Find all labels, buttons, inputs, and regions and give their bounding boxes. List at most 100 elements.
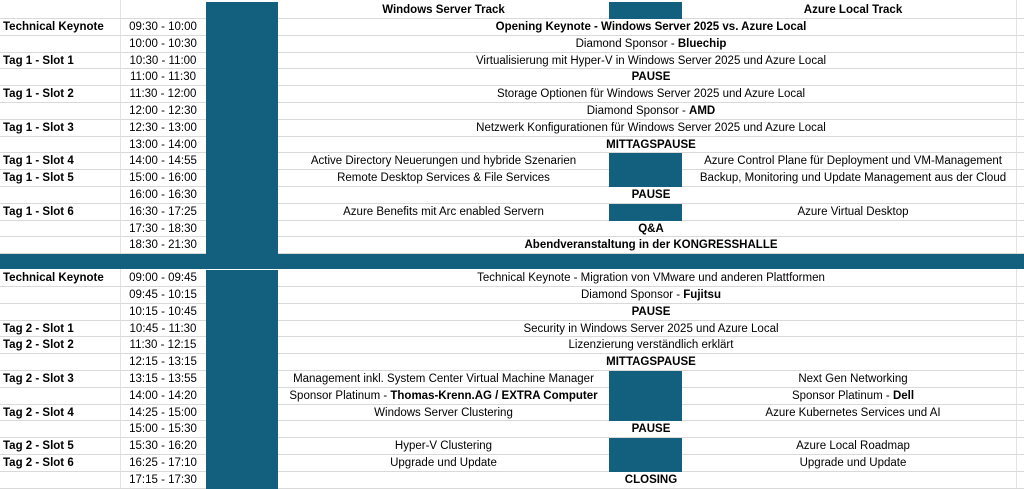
session-cell[interactable]: Diamond Sponsor - AMD [278, 103, 1024, 119]
slot-label[interactable] [3, 221, 121, 237]
windows-session-cell[interactable]: Sponsor Platinum - Thomas-Krenn.AG / EXT… [278, 388, 609, 404]
time-cell[interactable]: 12:15 - 13:15 [129, 356, 197, 369]
time-cell[interactable]: 15:00 - 16:00 [129, 172, 197, 185]
session-cell[interactable]: PAUSE [278, 69, 1024, 85]
time-cell[interactable]: 09:45 - 10:15 [129, 289, 197, 301]
slot-label[interactable] [3, 137, 121, 153]
session-cell[interactable]: PAUSE [278, 187, 1024, 203]
slot-label[interactable] [3, 187, 121, 203]
cell-text: Upgrade und Update [390, 457, 497, 469]
windows-session-cell[interactable]: Management inkl. System Center Virtual M… [278, 371, 609, 387]
time-cell[interactable]: 14:00 - 14:55 [129, 155, 197, 168]
cell-text: Virtualisierung mit Hyper-V in Windows S… [475, 54, 827, 67]
time-cell[interactable]: 10:15 - 10:45 [129, 305, 197, 318]
time-cell[interactable]: 09:30 - 10:00 [129, 21, 197, 33]
session-cell[interactable]: Diamond Sponsor - Fujitsu [278, 287, 1024, 303]
slot-label[interactable]: Tag 2 - Slot 5 [3, 440, 74, 453]
session-cell[interactable]: Storage Optionen für Windows Server 2025… [278, 86, 1024, 102]
slot-label[interactable]: Tag 2 - Slot 6 [3, 457, 74, 469]
slot-label[interactable] [3, 237, 121, 253]
time-cell[interactable]: 10:30 - 11:00 [129, 54, 197, 67]
azure-track-header[interactable]: Azure Local Track [803, 4, 903, 16]
time-cell[interactable]: 15:00 - 15:30 [129, 423, 197, 436]
time-cell[interactable]: 16:25 - 17:10 [129, 457, 197, 469]
windows-session-cell[interactable]: Hyper-V Clustering [278, 438, 609, 454]
session-cell[interactable]: PAUSE [278, 421, 1024, 437]
slot-label[interactable] [3, 354, 121, 370]
time-cell[interactable]: 15:30 - 16:20 [129, 440, 197, 453]
azure-session-cell[interactable]: Azure Local Roadmap [682, 438, 1024, 454]
session-cell[interactable]: PAUSE [278, 304, 1024, 320]
slot-label[interactable] [3, 421, 121, 437]
session-cell[interactable]: MITTAGSPAUSE [278, 354, 1024, 370]
time-cell[interactable]: 09:00 - 09:45 [129, 272, 197, 285]
time-cell[interactable]: 10:45 - 11:30 [129, 322, 197, 335]
session-cell[interactable]: MITTAGSPAUSE [278, 137, 1024, 153]
time-cell[interactable]: 11:30 - 12:15 [129, 339, 197, 352]
azure-session-cell[interactable]: Upgrade und Update [682, 455, 1024, 471]
session-cell[interactable]: Technical Keynote - Migration von VMware… [278, 270, 1024, 286]
slot-label[interactable]: Tag 2 - Slot 1 [3, 322, 74, 335]
slot-label[interactable]: Tag 1 - Slot 3 [3, 121, 74, 134]
schedule-row: 11:00 - 11:30 PAUSE [0, 69, 1024, 87]
session-cell[interactable]: Abendveranstaltung in der KONGRESSHALLE [278, 237, 1024, 253]
slot-label[interactable] [3, 36, 121, 52]
session-cell[interactable]: Security in Windows Server 2025 und Azur… [278, 321, 1024, 337]
windows-session-cell[interactable]: Active Directory Neuerungen und hybride … [278, 153, 609, 169]
cell-text: Azure Virtual Desktop [797, 205, 909, 218]
session-cell[interactable]: Q&A [278, 221, 1024, 237]
slot-label[interactable]: Tag 1 - Slot 2 [3, 88, 74, 101]
slot-label[interactable]: Tag 2 - Slot 2 [3, 339, 74, 352]
slot-label[interactable] [3, 103, 121, 119]
time-cell[interactable]: 14:00 - 14:20 [129, 389, 197, 402]
slot-label[interactable] [3, 304, 121, 320]
time-cell[interactable]: 17:30 - 18:30 [129, 222, 197, 235]
time-cell[interactable]: 13:15 - 13:55 [129, 373, 197, 385]
slot-label[interactable] [3, 388, 121, 404]
time-cell[interactable]: 11:00 - 11:30 [129, 71, 197, 84]
slot-label[interactable]: Tag 1 - Slot 1 [3, 54, 74, 67]
time-cell[interactable]: 13:00 - 14:00 [129, 138, 197, 151]
session-cell[interactable]: Virtualisierung mit Hyper-V in Windows S… [278, 53, 1024, 69]
time-cell[interactable]: 14:25 - 15:00 [129, 406, 197, 419]
slot-label[interactable]: Tag 2 - Slot 4 [3, 406, 74, 419]
time-cell[interactable]: 12:00 - 12:30 [129, 105, 197, 117]
time-cell[interactable]: 11:30 - 12:00 [129, 88, 197, 101]
slot-label[interactable]: Technical Keynote [3, 272, 104, 285]
windows-session-cell[interactable]: Windows Server Clustering [278, 405, 609, 421]
session-cell[interactable]: Lizenzierung verständlich erklärt [278, 337, 1024, 353]
slot-label[interactable] [3, 69, 121, 85]
slot-label[interactable]: Tag 1 - Slot 5 [3, 172, 74, 185]
windows-session-cell[interactable]: Azure Benefits mit Arc enabled Servern [278, 204, 609, 220]
azure-session-cell[interactable]: Azure Control Plane für Deployment und V… [682, 153, 1024, 169]
track-bar [206, 270, 278, 287]
azure-session-cell[interactable]: Sponsor Platinum - Dell [682, 388, 1024, 404]
slot-label[interactable]: Tag 1 - Slot 4 [3, 155, 74, 168]
windows-session-cell[interactable]: Remote Desktop Services & File Services [278, 170, 609, 186]
slot-label[interactable] [3, 287, 121, 303]
time-cell[interactable]: 17:15 - 17:30 [129, 473, 197, 486]
time-cell[interactable]: 18:30 - 21:30 [129, 239, 197, 252]
slot-label[interactable]: Technical Keynote [3, 21, 104, 33]
time-cell[interactable]: 16:00 - 16:30 [129, 189, 197, 201]
azure-session-cell[interactable]: Next Gen Networking [682, 371, 1024, 387]
session-cell[interactable]: CLOSING [278, 472, 1024, 488]
time-cell[interactable]: 12:30 - 13:00 [129, 121, 197, 134]
cell-text: Upgrade und Update [799, 457, 907, 469]
windows-track-header[interactable]: Windows Server Track [382, 4, 505, 16]
session-cell[interactable]: Diamond Sponsor - Bluechip [278, 36, 1024, 52]
azure-session-cell[interactable]: Azure Kubernetes Services und AI [682, 405, 1024, 421]
azure-session-cell[interactable]: Backup, Monitoring und Update Management… [682, 170, 1024, 186]
time-cell[interactable]: 16:30 - 17:25 [129, 205, 197, 218]
time-cell[interactable]: 10:00 - 10:30 [129, 37, 197, 50]
session-cell[interactable]: Netzwerk Konfigurationen für Windows Ser… [278, 120, 1024, 136]
session-cell[interactable]: Opening Keynote - Windows Server 2025 vs… [278, 19, 1024, 35]
track-divider [609, 203, 682, 221]
slot-label[interactable] [3, 472, 121, 488]
slot-label[interactable]: Tag 2 - Slot 3 [3, 373, 74, 385]
slot-label[interactable]: Tag 1 - Slot 6 [3, 205, 74, 218]
windows-session-cell[interactable]: Upgrade und Update [278, 455, 609, 471]
azure-session-cell[interactable]: Azure Virtual Desktop [682, 204, 1024, 220]
track-divider [609, 455, 682, 472]
schedule-row: 15:00 - 15:30 PAUSE [0, 421, 1024, 439]
